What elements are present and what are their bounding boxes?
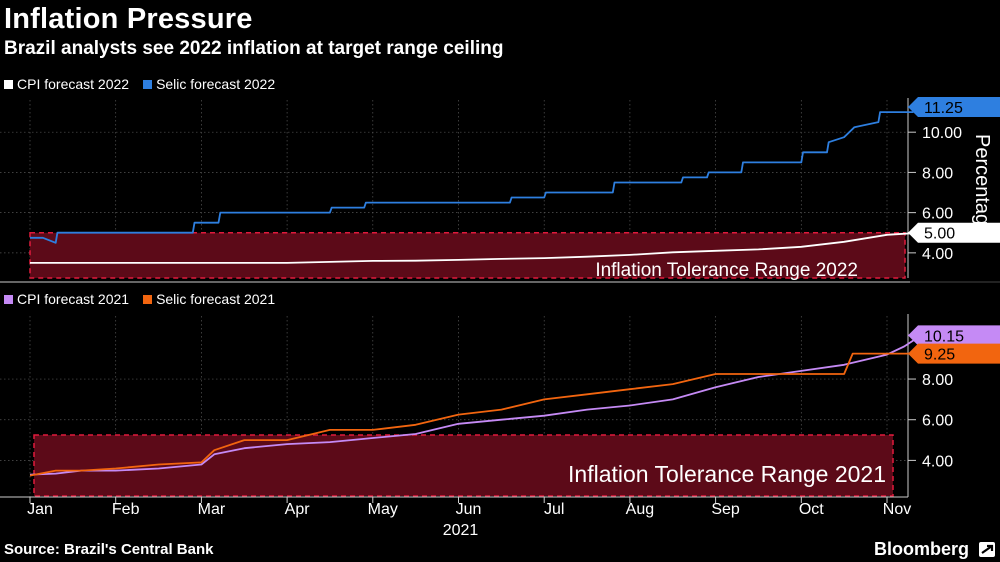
tolerance-band (29, 231, 906, 279)
tolerance-band-label: Inflation Tolerance Range 2021 (568, 461, 886, 487)
chart-title: Inflation Pressure (4, 3, 253, 35)
x-tick-label: Sep (711, 501, 740, 518)
y-tick-label: 4.00 (922, 453, 953, 470)
legend-swatch-selic-2021 (143, 294, 153, 304)
x-tick-label: Jun (456, 501, 482, 518)
y-tick-label: 4.00 (922, 246, 953, 263)
legend-label-cpi-2022: CPI forecast 2022 (17, 76, 130, 92)
legend-label-cpi-2021: CPI forecast 2021 (17, 291, 130, 307)
x-tick-label: Mar (198, 501, 226, 518)
x-tick-label: Feb (112, 501, 140, 518)
legend-label-selic-2022: Selic forecast 2022 (156, 76, 276, 92)
end-value-label: 11.25 (924, 100, 963, 117)
source-note: Source: Brazil's Central Bank (4, 541, 214, 558)
panel-bottom: 4.00 6.00 8.00 Inflation Tolerance Range 20… (0, 314, 1000, 539)
y-tick-label: 10.00 (922, 125, 962, 142)
legend-item-cpi-2022: CPI forecast 2022 (4, 76, 129, 92)
tolerance-band-label: Inflation Tolerance Range 2022 (595, 260, 858, 281)
end-label-tag-selic2022 (908, 97, 1000, 118)
y-tick-label: 6.00 (922, 206, 953, 223)
y-tick-label: 6.00 (922, 413, 953, 430)
x-tick-label: May (368, 501, 398, 518)
end-label-tag-cpi2021 (908, 325, 1000, 346)
legend-label-selic-2021: Selic forecast 2021 (156, 291, 276, 307)
series-line-selic2022 (30, 106, 922, 244)
y-axis-title: Percentage (971, 134, 993, 236)
legend-item-selic-2021: Selic forecast 2021 (143, 291, 275, 307)
y-tick-label: 8.00 (922, 165, 953, 182)
x-tick-label: Oct (799, 501, 824, 518)
x-tick-label: Aug (626, 501, 654, 518)
tolerance-band (33, 434, 894, 497)
series-line-cpi2021 (29, 334, 922, 476)
x-tick-label: Jul (544, 501, 564, 518)
series-line-cpi2022 (30, 231, 922, 264)
series-line-selic2021 (29, 352, 930, 477)
legend-bottom: CPI forecast 2021 Selic forecast 2021 (4, 291, 275, 307)
legend-top: CPI forecast 2022 Selic forecast 2022 (4, 76, 275, 92)
legend-swatch-selic-2022 (143, 79, 153, 89)
y-tick-label: 8.00 (922, 372, 953, 389)
panel-top: 4.00 6.00 8.00 10.00 Inflation Tolerance Ran… (0, 97, 1000, 281)
end-value-label: 10.15 (924, 328, 964, 345)
end-value-label: 5.00 (924, 226, 955, 243)
chart-subtitle: Brazil analysts see 2022 inflation at ta… (4, 38, 504, 59)
brand-logo-text: Bloomberg (874, 539, 970, 559)
legend-item-selic-2022: Selic forecast 2022 (143, 76, 275, 92)
legend-item-cpi-2021: CPI forecast 2021 (4, 291, 129, 307)
x-year-label: 2021 (443, 522, 479, 539)
end-label-tag-cpi2022 (908, 222, 1000, 243)
legend-swatch-cpi-2021 (4, 294, 13, 304)
end-value-label: 9.25 (924, 347, 955, 364)
x-tick-label: Apr (285, 501, 311, 518)
bloomberg-mark-icon (979, 542, 995, 557)
x-tick-label: Nov (883, 501, 911, 518)
legend-swatch-cpi-2022 (4, 79, 13, 89)
x-tick-label: Jan (27, 501, 53, 518)
end-label-tag-selic2021 (908, 343, 1000, 364)
